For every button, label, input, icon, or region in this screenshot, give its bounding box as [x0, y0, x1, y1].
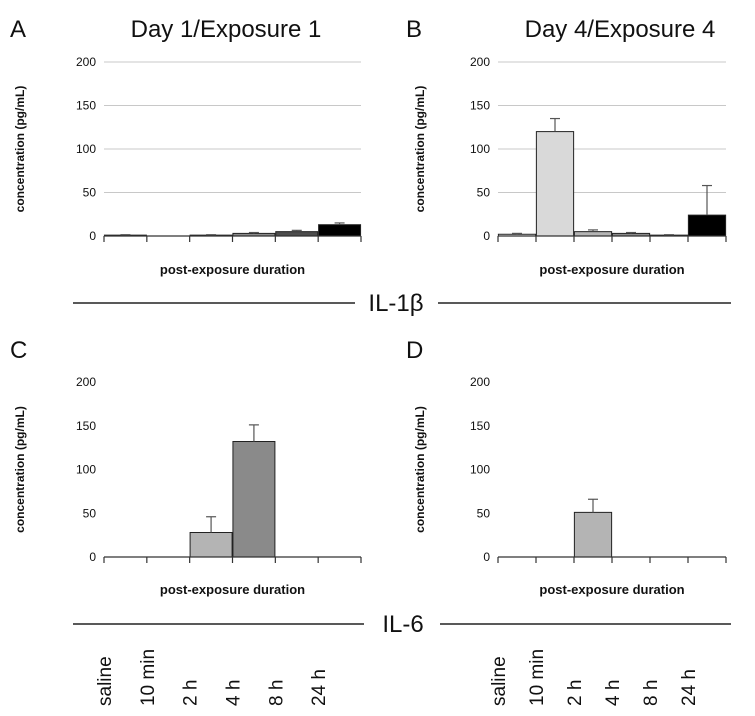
y-tick-label: 50	[477, 506, 491, 520]
section-label-il1b: IL-1β	[368, 290, 423, 317]
category-label: 24 h	[309, 669, 330, 706]
section-label-il6: IL-6	[382, 611, 423, 638]
x-axis-label: post-exposure duration	[160, 262, 305, 277]
y-tick-label: 200	[76, 375, 96, 389]
category-label: 4 h	[603, 680, 624, 706]
panel-c: C 0 50 100 150 200 concentration (pg/mL) post-e…	[10, 337, 362, 597]
bar-4-h	[232, 441, 276, 558]
category-label: 8 h	[641, 680, 662, 706]
category-label: saline	[95, 656, 116, 706]
y-tick-label: 100	[470, 463, 490, 477]
bar-10-min	[535, 131, 575, 237]
bar-24-h	[687, 214, 727, 237]
x-axis-label: post-exposure duration	[160, 582, 305, 597]
category-label: saline	[489, 656, 510, 706]
y-axis-label: concentration (pg/mL)	[13, 86, 27, 213]
category-label: 10 min	[527, 649, 548, 706]
category-label: 2 h	[181, 680, 202, 706]
column-title-day1: Day 1/Exposure 1	[131, 16, 322, 43]
y-tick-label: 50	[83, 186, 97, 200]
category-labels-right: saline 10 min 2 h 4 h 8 h 24 h	[489, 649, 700, 706]
x-axis-label: post-exposure duration	[539, 582, 684, 597]
y-tick-label: 0	[89, 229, 96, 243]
y-axis-label: concentration (pg/mL)	[413, 406, 427, 533]
category-labels-left: saline 10 min 2 h 4 h 8 h 24 h	[95, 649, 330, 706]
category-label: 10 min	[138, 649, 159, 706]
y-axis-label: concentration (pg/mL)	[13, 406, 27, 533]
y-tick-label: 100	[76, 463, 96, 477]
y-tick-label: 0	[483, 229, 490, 243]
y-tick-label: 200	[470, 55, 490, 69]
bar-2-h	[573, 231, 613, 237]
category-label: 24 h	[679, 669, 700, 706]
category-label: 8 h	[266, 680, 287, 706]
panel-b: B 0 50 100 150 200 concentration (pg/mL) post-e…	[406, 16, 727, 277]
panel-letter: B	[406, 16, 422, 43]
y-tick-label: 50	[477, 186, 491, 200]
y-tick-label: 150	[76, 99, 96, 113]
bar-2-h	[189, 532, 233, 558]
column-title-day4: Day 4/Exposure 4	[525, 16, 716, 43]
y-tick-label: 200	[76, 55, 96, 69]
panel-a: A 0 50 100 150 200 concentration (pg/mL) post-e…	[10, 16, 362, 277]
y-axis-label: concentration (pg/mL)	[413, 86, 427, 213]
y-tick-label: 200	[470, 375, 490, 389]
bar-24-h	[318, 224, 362, 237]
panel-letter: D	[406, 337, 423, 364]
x-axis-label: post-exposure duration	[539, 262, 684, 277]
panel-letter: A	[10, 16, 26, 43]
panel-letter: C	[10, 337, 27, 364]
panel-d: D 0 50 100 150 200 concentration (pg/mL) post-e…	[406, 337, 727, 597]
y-tick-label: 0	[483, 550, 490, 564]
category-label: 2 h	[565, 680, 586, 706]
y-tick-label: 150	[470, 419, 490, 433]
y-tick-label: 0	[89, 550, 96, 564]
bar-8-h	[275, 231, 319, 237]
bar-2-h	[573, 511, 613, 558]
y-tick-label: 100	[470, 142, 490, 156]
category-label: 4 h	[224, 680, 245, 706]
y-tick-label: 150	[470, 99, 490, 113]
y-tick-label: 150	[76, 419, 96, 433]
y-tick-label: 50	[83, 506, 97, 520]
y-tick-label: 100	[76, 142, 96, 156]
